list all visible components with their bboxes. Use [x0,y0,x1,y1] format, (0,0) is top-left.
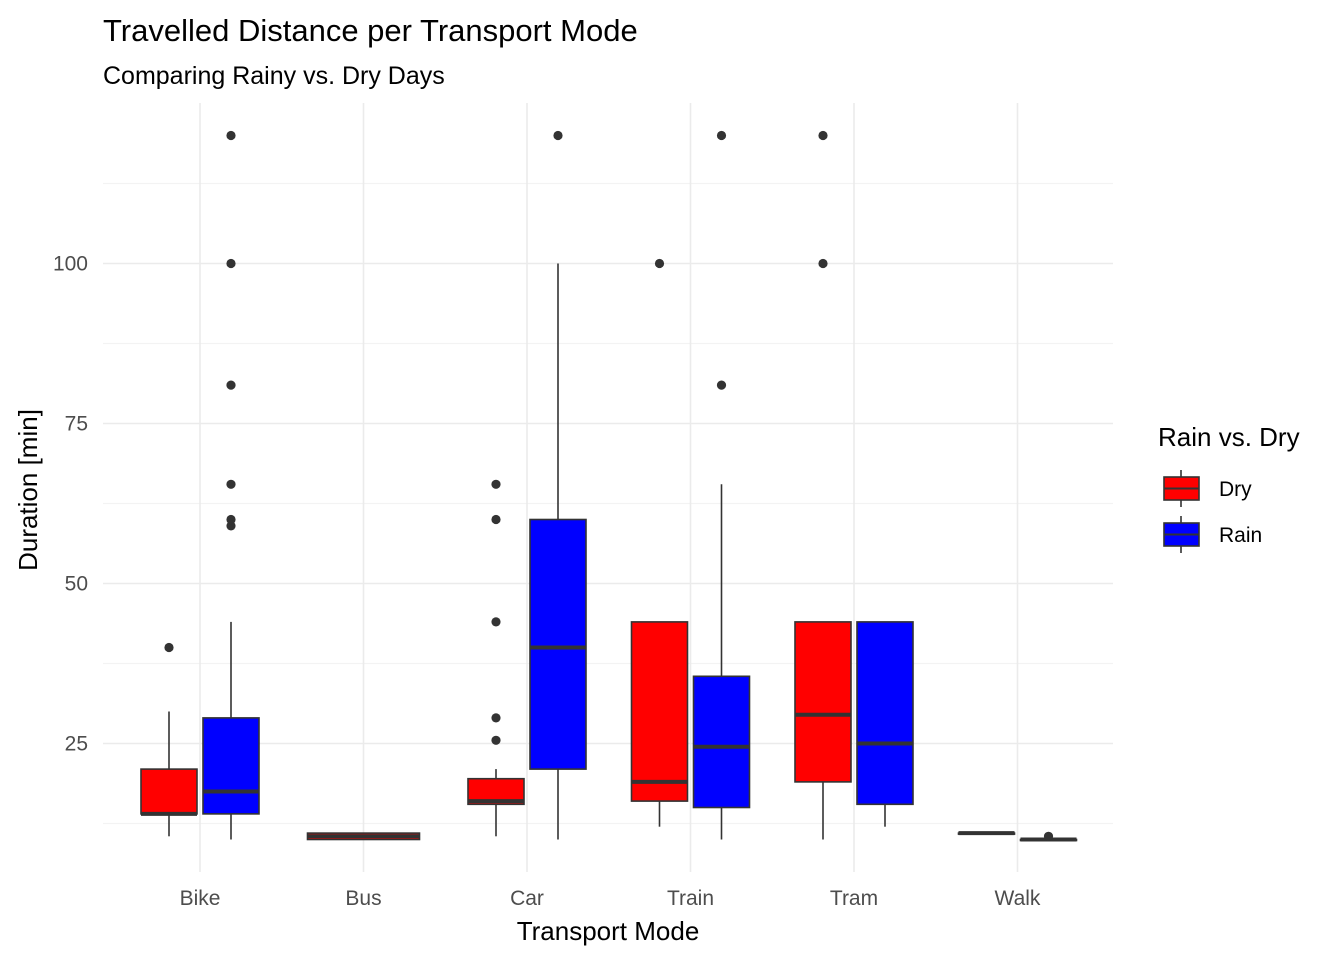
outlier-point [226,258,236,269]
x-tick-label: Walk [995,887,1041,910]
box-rect [692,675,751,809]
box-car-dry [467,479,525,837]
outlier-point [716,130,727,141]
box-walk-dry [957,831,1016,836]
box-train-dry [630,258,689,827]
outlier-point [226,479,236,489]
chart-subtitle: Comparing Rainy vs. Dry Days [103,62,445,90]
outlier-point [164,642,174,653]
outlier-point [1043,831,1054,841]
outlier-point [226,380,236,390]
outlier-point [553,130,563,141]
box-rect [140,768,198,815]
legend-label: Rain [1219,524,1262,547]
outlier-point [818,258,828,269]
x-tick-label: Bus [345,887,381,910]
outlier-point [491,713,501,723]
box-car-rain [529,130,587,840]
box-tram-rain [856,621,914,827]
x-tick-label: Tram [830,887,878,910]
y-tick-label: 50 [65,573,88,596]
x-tick-label: Train [667,887,714,910]
box-rect [202,717,260,815]
outlier-point [654,258,665,269]
box-bike-rain [202,130,260,840]
legend-title: Rain vs. Dry [1158,422,1300,452]
box-tram-dry [794,130,852,840]
legend-key-dry: Dry [1163,470,1252,507]
outlier-point [818,130,828,141]
x-axis-ticks: Bike Bus Car Train Tram Walk [180,887,1041,910]
chart-title: Travelled Distance per Transport Mode [103,13,638,48]
y-axis-title: Duration [min] [13,409,43,571]
x-tick-label: Car [510,887,544,910]
box-rect [794,621,852,783]
outlier-point [491,617,501,627]
box-walk-rain [1019,831,1078,842]
box-bike-dry [140,642,198,837]
y-tick-label: 100 [53,253,88,276]
legend-key-rain: Rain [1163,516,1262,553]
legend-label: Dry [1219,478,1252,501]
outlier-point [226,130,236,141]
outlier-point [716,380,727,390]
outlier-point [491,479,501,489]
y-tick-label: 75 [65,413,88,436]
box-train-rain [692,130,751,840]
x-tick-label: Bike [180,887,221,910]
outlier-point [226,514,236,525]
box-rect [856,621,914,806]
box-bus-dry [306,832,421,841]
outlier-point [491,735,501,745]
box-rect [630,621,689,802]
legend: Rain vs. Dry Dry Rain [1158,422,1300,553]
box-rect [529,518,587,770]
y-tick-label: 25 [65,733,88,756]
x-axis-title: Transport Mode [517,916,700,946]
outlier-point [491,514,501,525]
outlier-point [226,521,236,531]
y-axis-ticks: 25 50 75 100 [53,253,88,756]
grid-layer [103,103,1113,872]
plot-marks [140,130,1078,842]
